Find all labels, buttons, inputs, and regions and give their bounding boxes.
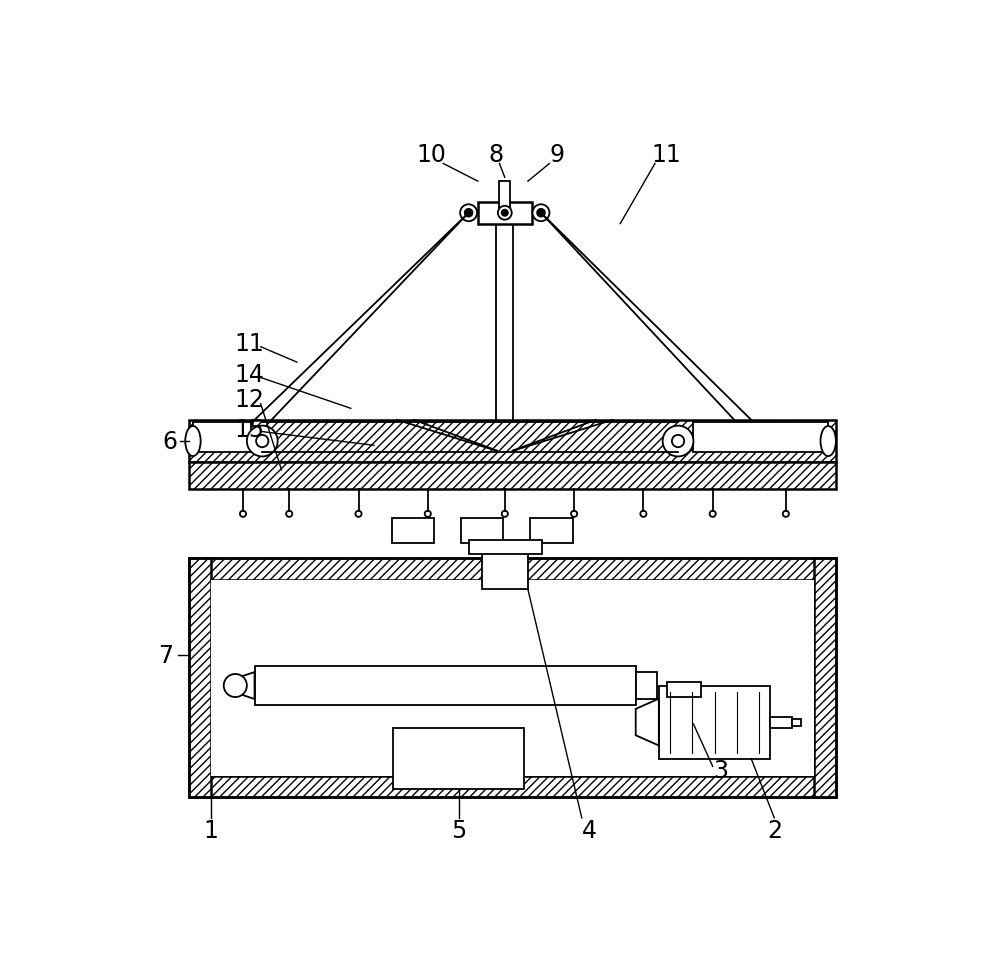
Bar bbox=[482, 548, 528, 590]
Text: 11: 11 bbox=[234, 332, 264, 355]
Bar bbox=[393, 728, 524, 789]
Circle shape bbox=[355, 511, 362, 517]
Text: 4: 4 bbox=[582, 819, 597, 842]
Bar bbox=[189, 558, 836, 797]
Bar bbox=[636, 672, 657, 699]
Text: 9: 9 bbox=[550, 143, 565, 167]
Bar bbox=[530, 519, 573, 544]
Circle shape bbox=[672, 435, 684, 448]
Bar bbox=[392, 519, 434, 544]
Bar bbox=[659, 686, 770, 759]
Polygon shape bbox=[231, 672, 255, 699]
Text: 10: 10 bbox=[417, 143, 447, 167]
Circle shape bbox=[247, 426, 278, 457]
Bar bbox=[666, 682, 701, 697]
Circle shape bbox=[537, 209, 545, 217]
Circle shape bbox=[256, 435, 268, 448]
Bar bbox=[499, 182, 510, 213]
Text: 1: 1 bbox=[203, 819, 218, 842]
Circle shape bbox=[425, 511, 431, 517]
Bar bbox=[211, 580, 814, 776]
Bar bbox=[189, 421, 836, 463]
Text: 2: 2 bbox=[767, 819, 782, 842]
Circle shape bbox=[460, 205, 477, 222]
Bar bbox=[496, 213, 513, 451]
Circle shape bbox=[710, 511, 716, 517]
Circle shape bbox=[498, 206, 512, 220]
Bar bbox=[693, 422, 828, 453]
Text: 11: 11 bbox=[652, 143, 681, 167]
Bar bbox=[478, 202, 532, 224]
Circle shape bbox=[640, 511, 646, 517]
Circle shape bbox=[502, 210, 508, 216]
Bar bbox=[189, 558, 211, 797]
Bar bbox=[255, 667, 636, 705]
Text: 14: 14 bbox=[234, 362, 264, 386]
Circle shape bbox=[783, 511, 789, 517]
Bar bbox=[189, 558, 836, 580]
Text: 6: 6 bbox=[162, 429, 177, 453]
Bar bbox=[770, 717, 792, 728]
Text: 8: 8 bbox=[488, 143, 503, 167]
Bar bbox=[461, 519, 503, 544]
Polygon shape bbox=[636, 699, 659, 746]
Circle shape bbox=[224, 674, 247, 697]
Bar bbox=[469, 541, 542, 555]
Circle shape bbox=[240, 511, 246, 517]
Circle shape bbox=[533, 205, 549, 222]
Bar bbox=[814, 558, 836, 797]
Ellipse shape bbox=[820, 426, 836, 457]
Text: 12: 12 bbox=[234, 387, 264, 412]
Text: 5: 5 bbox=[451, 819, 466, 842]
Circle shape bbox=[663, 426, 693, 457]
Bar bbox=[792, 720, 801, 726]
Ellipse shape bbox=[185, 426, 201, 457]
Circle shape bbox=[571, 511, 577, 517]
Bar bbox=[193, 422, 251, 453]
Bar bbox=[189, 463, 836, 490]
Circle shape bbox=[502, 511, 508, 517]
Bar bbox=[189, 776, 836, 797]
Text: 3: 3 bbox=[713, 758, 728, 782]
Text: 15: 15 bbox=[234, 418, 264, 442]
Circle shape bbox=[286, 511, 292, 517]
Circle shape bbox=[465, 209, 472, 217]
Text: 7: 7 bbox=[159, 644, 174, 667]
